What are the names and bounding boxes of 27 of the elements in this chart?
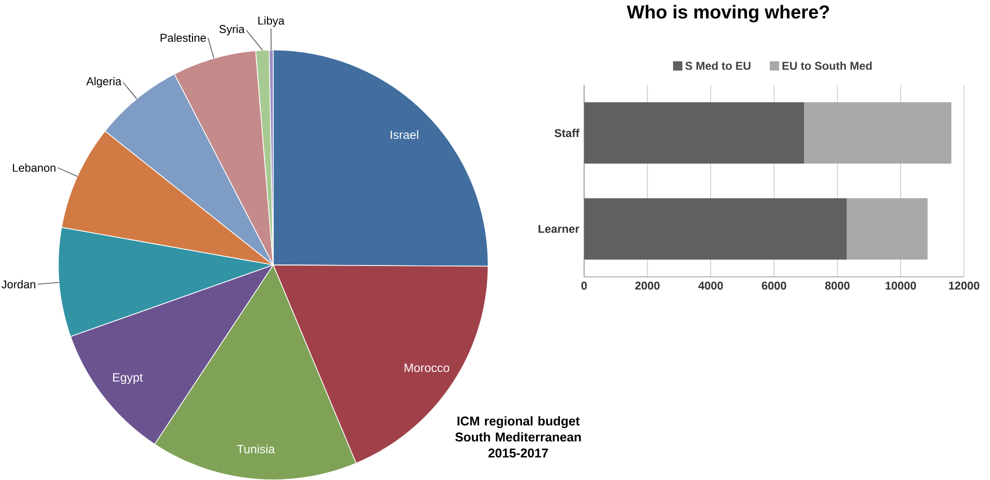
slice-label: Palestine [160,33,206,42]
y-tick-label: Staff [554,128,580,137]
slice-label: Jordan [2,280,36,288]
slice-label: Tunisia [236,444,275,454]
bar [584,198,847,260]
x-tick-label: 4000 [698,282,723,290]
slice-label: Syria [219,24,245,36]
bar [846,198,928,260]
x-tick-label: 0 [581,282,587,290]
bar [804,102,952,164]
slice-label: Egypt [113,373,143,384]
x-tick-label: 10000 [886,282,916,290]
text: ICM regional budget South Mediterranean 2015-2017 [455,416,581,458]
legend-label: S Med to EU [685,61,750,70]
bar [584,102,804,164]
slice-label: Israel [390,130,418,139]
slice-label: Morocco [404,364,450,372]
slice-label: Algeria [86,76,122,88]
slice-label: Libya [258,16,285,27]
chart-title: Who is moving where? [626,4,829,22]
legend-label: EU to South Med [782,61,872,70]
x-tick-label: 6000 [762,282,786,290]
x-tick-label: 12000 [948,282,980,290]
x-tick-label: 8000 [825,282,850,290]
y-tick-label: Learner [538,224,580,233]
x-tick-label: 2000 [635,282,660,290]
slice-label: Lebanon [12,163,56,172]
